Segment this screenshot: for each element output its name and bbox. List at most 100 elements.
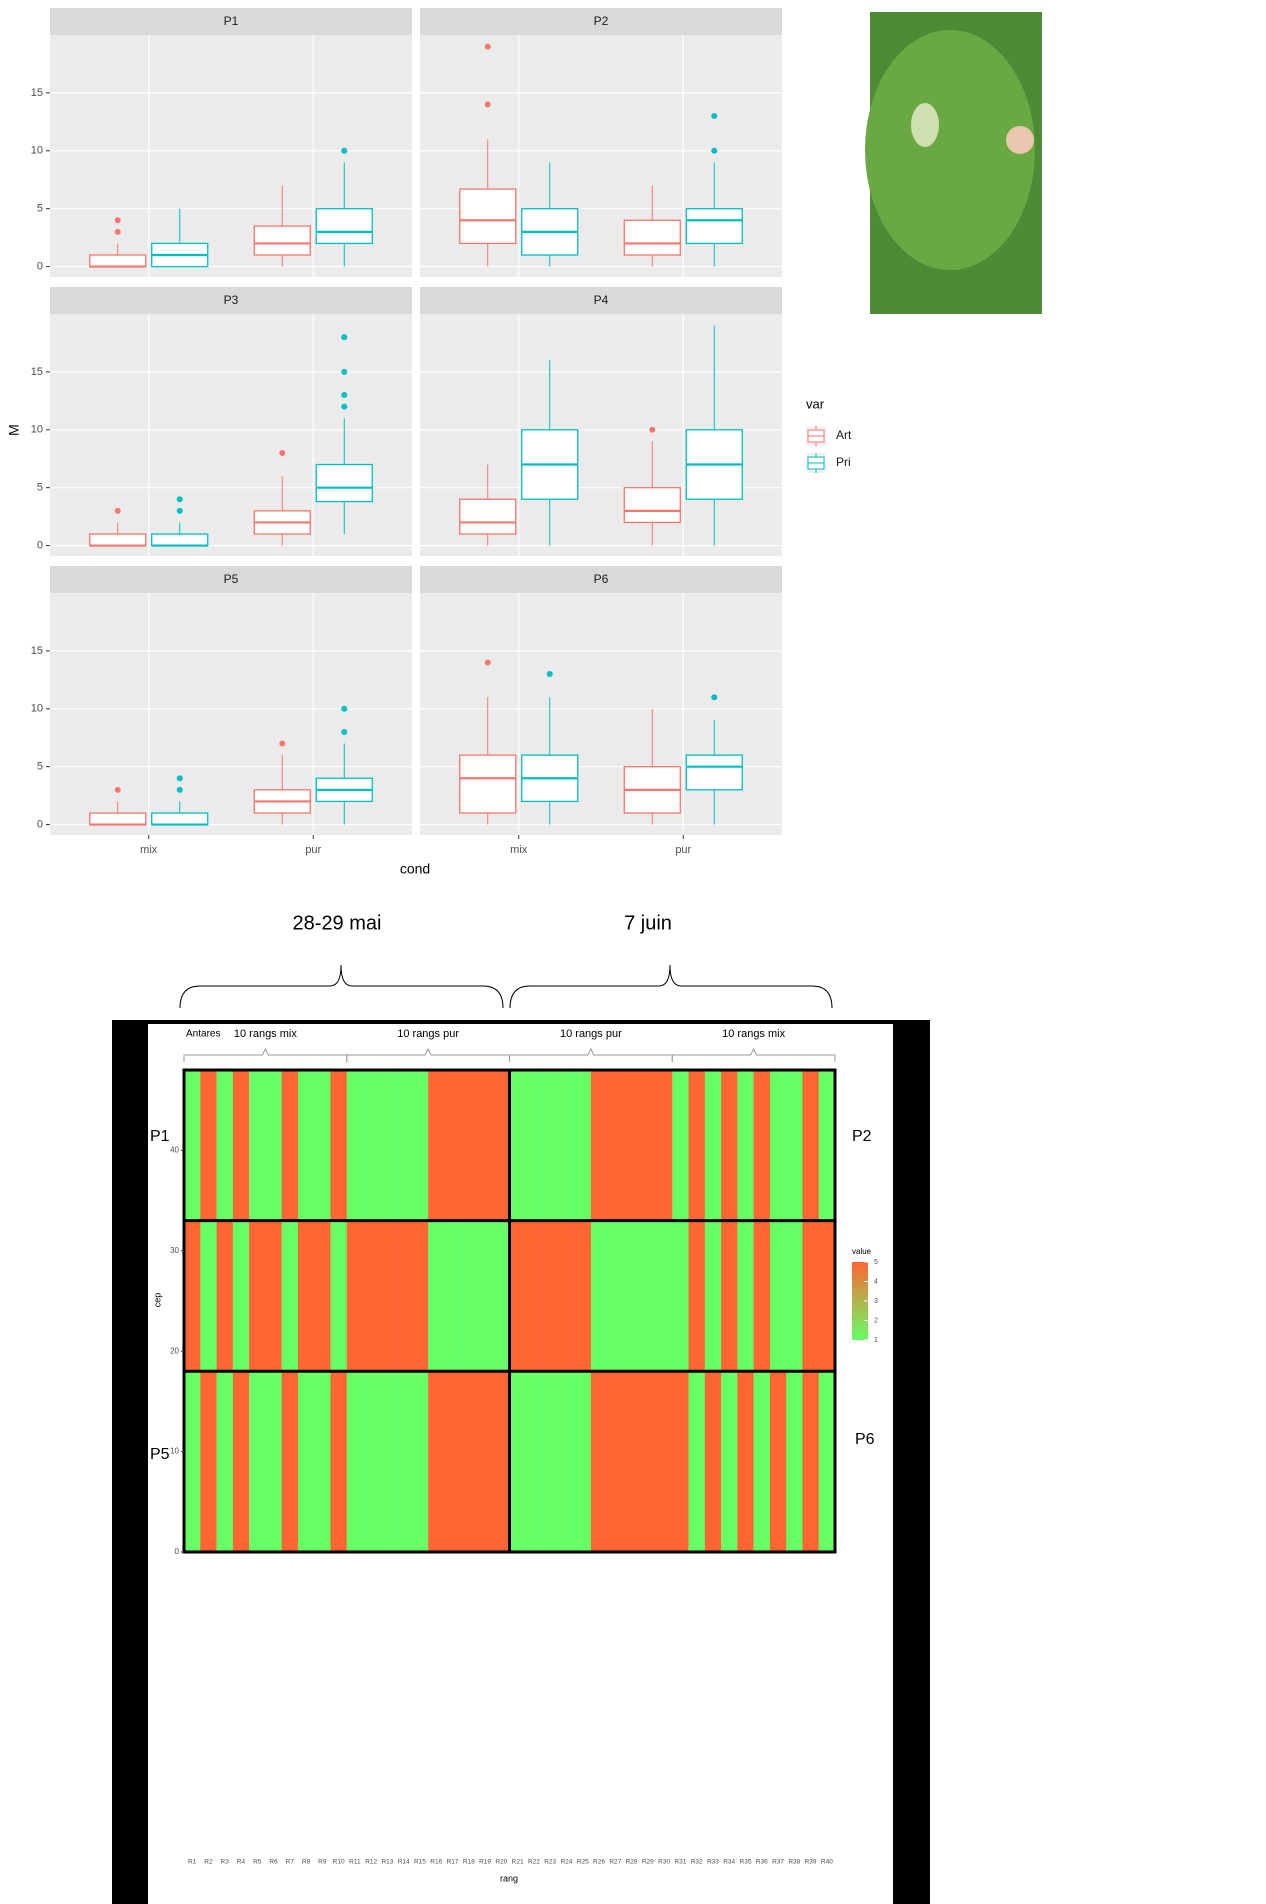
heat-tile [754,1070,771,1221]
y-tick-label: 5 [37,761,43,773]
heat-tile [640,1070,657,1221]
y-tick-label: 0 [37,818,43,830]
x-tick-label: R3 [221,1859,230,1866]
legend-title: value [852,1247,872,1256]
x-tick-label: R40 [821,1859,833,1866]
box [90,534,146,546]
heat-tile [363,1371,380,1552]
x-tick-label: R32 [691,1859,703,1866]
panel-background [50,314,412,556]
outlier [485,659,491,665]
heat-tile [802,1371,819,1552]
y-axis-title: M [6,424,22,436]
x-tick-label: R21 [512,1859,524,1866]
plot-label: P1 [150,1128,170,1145]
heat-tile [298,1221,315,1372]
outlier [341,334,347,340]
heat-tile [379,1371,396,1552]
group-label: 10 rangs mix [722,1028,785,1040]
legend-label: Art [836,428,852,442]
x-tick-label: R36 [756,1859,768,1866]
heat-tile [314,1221,331,1372]
heat-tile [282,1371,299,1552]
heat-tile [640,1221,657,1372]
colorbar-label: 3 [874,1298,878,1305]
heat-tile [770,1221,787,1372]
facet-title: P4 [594,293,609,307]
heat-tile [396,1221,413,1372]
heat-tile [542,1371,559,1552]
heat-tile [672,1371,689,1552]
heat-tile [672,1221,689,1372]
x-tick-label: R4 [237,1859,246,1866]
y-tick-label: 15 [31,87,43,99]
heat-tile [542,1221,559,1372]
heat-tile [802,1221,819,1372]
plot-label: P2 [852,1128,872,1145]
legend-title: var [806,396,825,411]
heat-tile [477,1371,494,1552]
heat-tile [200,1070,217,1221]
box [460,755,516,813]
heat-tile [444,1070,461,1221]
group-label: 10 rangs pur [397,1028,459,1040]
colorbar-label: 2 [874,1317,878,1324]
heat-tile [184,1221,201,1372]
x-tick-label: R25 [577,1859,589,1866]
outlier [177,496,183,502]
heat-tile [786,1070,803,1221]
heat-tile [428,1070,445,1221]
heat-tile [721,1221,738,1372]
facet-title: P6 [594,572,609,586]
outlier [711,113,717,119]
x-tick-label: R38 [788,1859,800,1866]
heat-tile [737,1221,754,1372]
plot-label: P6 [855,1431,875,1448]
heat-tile [444,1371,461,1552]
x-tick-label: R35 [740,1859,752,1866]
y-tick-label: 40 [170,1145,179,1154]
brace [180,965,503,1008]
heat-tile [623,1221,640,1372]
heat-tile [379,1221,396,1372]
heat-tile [591,1221,608,1372]
heat-tile [640,1371,657,1552]
outlier [115,229,121,235]
heat-tile [314,1070,331,1221]
y-tick-label: 15 [31,366,43,378]
heat-tile [721,1371,738,1552]
heat-tile [428,1371,445,1552]
heat-tile [591,1070,608,1221]
heat-tile [477,1221,494,1372]
x-tick-label: R13 [381,1859,393,1866]
y-tick-label: 0 [37,539,43,551]
heat-tile [575,1371,592,1552]
x-tick-label: R19 [479,1859,491,1866]
heat-tile [347,1221,364,1372]
heat-tile [802,1070,819,1221]
outlier [341,706,347,712]
outlier [711,148,717,154]
heat-tile [314,1371,331,1552]
box [90,255,146,267]
heat-tile [233,1371,250,1552]
heat-tile [575,1070,592,1221]
heat-tile [705,1221,722,1372]
heat-tile [737,1371,754,1552]
box [686,755,742,790]
heat-tile [461,1070,478,1221]
x-tick-label: R2 [204,1859,213,1866]
heat-tile [623,1070,640,1221]
box [460,189,516,243]
x-tick-label: R37 [772,1859,784,1866]
x-tick-label: R17 [447,1859,459,1866]
y-tick-label: 10 [31,424,43,436]
heat-tile [444,1221,461,1372]
heat-tile [282,1221,299,1372]
y-tick-label: 20 [170,1346,179,1355]
box [254,226,310,255]
heat-tile [770,1070,787,1221]
heat-tile [265,1371,282,1552]
heat-tile [689,1221,706,1372]
outlier [177,508,183,514]
